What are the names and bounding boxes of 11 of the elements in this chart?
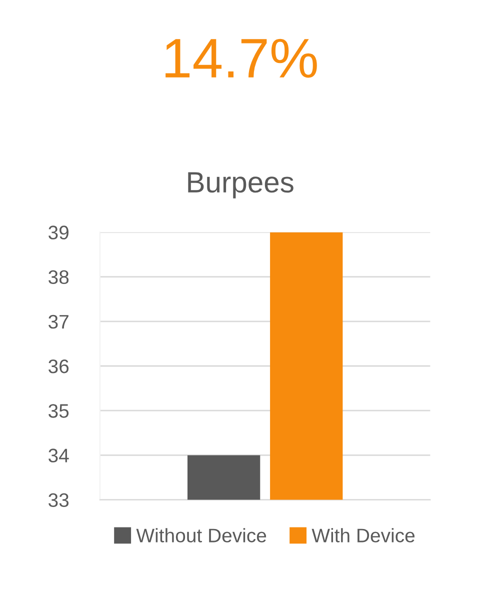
legend-label: With Device [312, 528, 415, 542]
y-tick-label: 34 [48, 448, 69, 462]
y-tick-label: 39 [48, 226, 68, 240]
y-tick-label: 36 [48, 359, 69, 374]
y-tick-label: 35 [48, 404, 69, 418]
y-tick-label: 33 [48, 493, 69, 508]
chart-title: 14.7% [166, 38, 317, 78]
y-tick-label: 37 [48, 314, 68, 329]
legend-label: Without Device [136, 528, 266, 542]
y-tick-label: 38 [48, 270, 69, 284]
chart-subtitle: Burpees [188, 172, 294, 198]
